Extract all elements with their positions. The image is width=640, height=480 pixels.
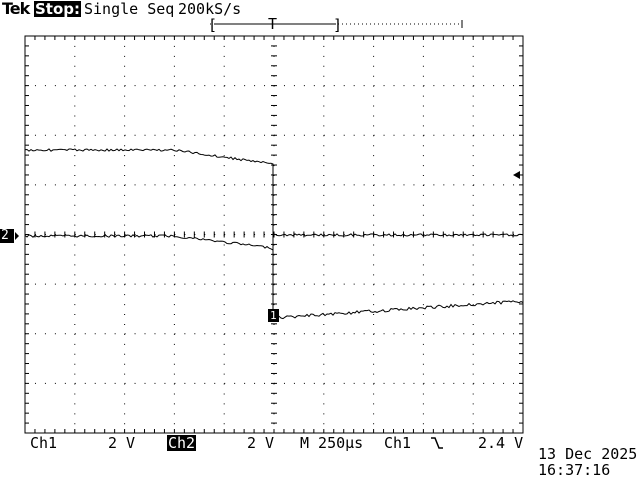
channel-ground-label: 2: [1, 228, 9, 243]
record-window-left-bracket: [: [208, 16, 218, 34]
ch1-label: Ch1: [30, 434, 58, 452]
run-state-badge: Stop:: [34, 0, 82, 18]
acquisition-mode: Single Seq: [84, 0, 175, 18]
timebase: M 250µs: [300, 434, 364, 452]
record-window-line: [210, 20, 463, 28]
brand-logo: Tek: [2, 0, 30, 18]
ch1-scale: 2 V: [108, 434, 136, 452]
ground-arrow-icon: [15, 232, 19, 240]
ch2-scale: 2 V: [247, 434, 275, 452]
date: 13 Dec 2025: [538, 445, 638, 463]
trigger-level-arrow-icon: [513, 171, 520, 179]
trace-marker: [268, 309, 279, 322]
sample-rate: 200kS/s: [178, 0, 242, 18]
time: 16:37:16: [538, 461, 611, 479]
trigger-source: Ch1: [384, 434, 412, 452]
channel-ground-marker: [0, 229, 14, 243]
trace-marker-label: 1: [270, 309, 277, 322]
record-window-right-bracket: ]: [333, 16, 343, 34]
waveform-trace-middle: [24, 233, 524, 251]
trigger-level: 2.4 V: [478, 434, 524, 452]
falling-edge-icon: [431, 437, 443, 449]
ch2-label: Ch2: [167, 434, 197, 452]
